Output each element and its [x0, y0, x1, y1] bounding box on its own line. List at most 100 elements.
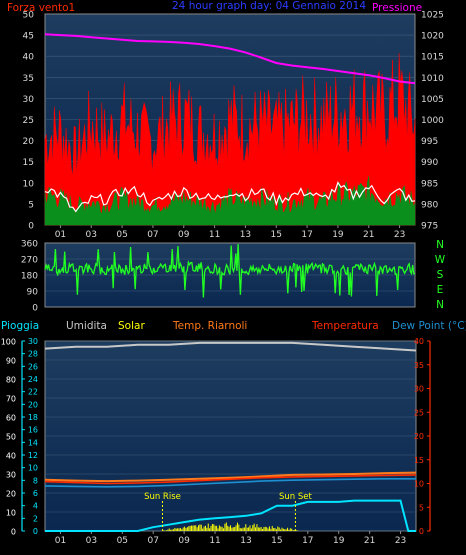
right-tick-label: 1000 [421, 116, 444, 126]
right-tick-label: 5 [419, 503, 424, 512]
left-tick-label: 10 [23, 179, 35, 189]
left-tick-label: 40 [6, 452, 16, 461]
rain-tick-label: 18 [28, 413, 38, 422]
legend-temperature: Temperatura [311, 320, 379, 332]
rain-tick-label: 12 [28, 451, 38, 460]
left-tick-label: 45 [23, 32, 34, 42]
right-tick-label: 10 [414, 480, 424, 489]
right-tick-label: 1025 [421, 11, 444, 21]
right-tick-label: 1015 [421, 53, 444, 63]
right-tick-label: 25 [414, 408, 424, 417]
legend-solar: Solar [118, 320, 145, 332]
compass-letter: E [437, 284, 444, 296]
series-pressure [44, 33, 416, 85]
legend-humidity: Umidita [66, 320, 107, 332]
x-tick-label: 03 [86, 230, 97, 240]
wind-pressure-panel: 0510152025303540455097598098599099510001… [23, 11, 445, 241]
left-tick-label: 10 [6, 509, 16, 518]
series-white-line [44, 181, 416, 213]
right-tick-label: 15 [414, 456, 424, 465]
rain-tick-label: 26 [28, 362, 38, 371]
x-tick-label: 07 [147, 230, 158, 240]
x-tick-label: 15 [271, 536, 282, 546]
left-tick-label: 100 [1, 338, 16, 347]
x-tick-label: 15 [271, 230, 282, 240]
x-tick-label: 11 [209, 230, 220, 240]
rain-tick-label: 8 [33, 476, 38, 485]
right-tick-label: 990 [421, 158, 438, 168]
rain-tick-label: 16 [28, 426, 38, 435]
right-tick-label: 980 [421, 200, 438, 210]
right-tick-label: 35 [414, 361, 424, 370]
x-tick-label: 11 [209, 536, 220, 546]
right-tick-label: 995 [421, 137, 438, 147]
rain-tick-label: 22 [28, 388, 38, 397]
x-tick-label: 17 [302, 536, 313, 546]
left-tick-label: 270 [21, 256, 38, 266]
pressure-label: Pressione [372, 2, 422, 14]
x-tick-label: 21 [364, 536, 375, 546]
left-tick-label: 30 [23, 95, 35, 105]
x-tick-label: 03 [86, 536, 97, 546]
x-tick-label: 05 [116, 230, 127, 240]
sun-set-label: Sun Set [279, 492, 312, 502]
rain-tick-label: 10 [28, 464, 38, 473]
series-temperature [44, 474, 417, 485]
left-tick-label: 20 [23, 137, 35, 147]
x-tick-label: 19 [332, 230, 344, 240]
compass-letter: W [435, 254, 446, 266]
left-tick-label: 50 [23, 11, 35, 21]
left-tick-label: 15 [23, 158, 34, 168]
left-tick-label: 35 [23, 74, 34, 84]
left-tick-label: 0 [28, 222, 34, 232]
chart-title: 24 hour graph day: 04 Gennaio 2014 [172, 0, 366, 12]
right-tick-label: 975 [421, 222, 438, 232]
rain-tick-label: 4 [33, 502, 38, 511]
series-humidity [44, 341, 417, 352]
left-tick-label: 50 [6, 433, 16, 442]
series-direction [44, 243, 416, 298]
x-tick-label: 01 [55, 536, 66, 546]
x-tick-label: 09 [178, 536, 190, 546]
right-tick-label: 1005 [421, 95, 444, 105]
compass-letter: N [436, 299, 444, 311]
right-tick-label: 1010 [421, 74, 444, 84]
x-tick-label: 09 [178, 230, 190, 240]
x-tick-label: 01 [55, 230, 66, 240]
right-tick-label: 30 [414, 385, 424, 394]
series-average [44, 175, 416, 226]
left-tick-label: 80 [6, 376, 16, 385]
sun-rise-label: Sun Rise [144, 492, 181, 502]
x-tick-label: 23 [394, 230, 405, 240]
x-tick-label: 23 [395, 536, 406, 546]
compass-letter: N [436, 239, 444, 251]
legend-dew-point: Dew Point (°C) [392, 320, 466, 332]
right-tick-label: 1020 [421, 32, 444, 42]
rain-tick-label: 2 [33, 514, 38, 523]
temp-humidity-rain-panel: 0102030405060708090100024681012141618202… [1, 337, 431, 546]
left-tick-label: 30 [6, 471, 16, 480]
left-tick-label: 0 [32, 304, 38, 314]
rain-tick-label: 28 [28, 350, 38, 359]
wind-direction-panel: 0 90 180 270 360 [21, 240, 416, 314]
rain-tick-label: 30 [28, 337, 38, 346]
rain-tick-label: 0 [33, 527, 38, 536]
rain-tick-label: 24 [28, 375, 38, 384]
compass-letter: S [437, 269, 444, 281]
x-tick-label: 13 [240, 230, 251, 240]
x-tick-label: 21 [363, 230, 374, 240]
rain-tick-label: 20 [28, 400, 38, 409]
left-tick-label: 0 [11, 528, 16, 537]
x-tick-label: 13 [240, 536, 251, 546]
left-tick-label: 25 [23, 116, 34, 126]
left-tick-label: 40 [23, 53, 35, 63]
right-tick-label: 985 [421, 179, 438, 189]
legend-rain: Pioggia [1, 320, 39, 332]
x-tick-label: 17 [301, 230, 312, 240]
series-rain [45, 499, 416, 532]
left-tick-label: 5 [28, 200, 34, 210]
x-tick-label: 19 [333, 536, 345, 546]
right-tick-label: 0 [419, 527, 424, 536]
